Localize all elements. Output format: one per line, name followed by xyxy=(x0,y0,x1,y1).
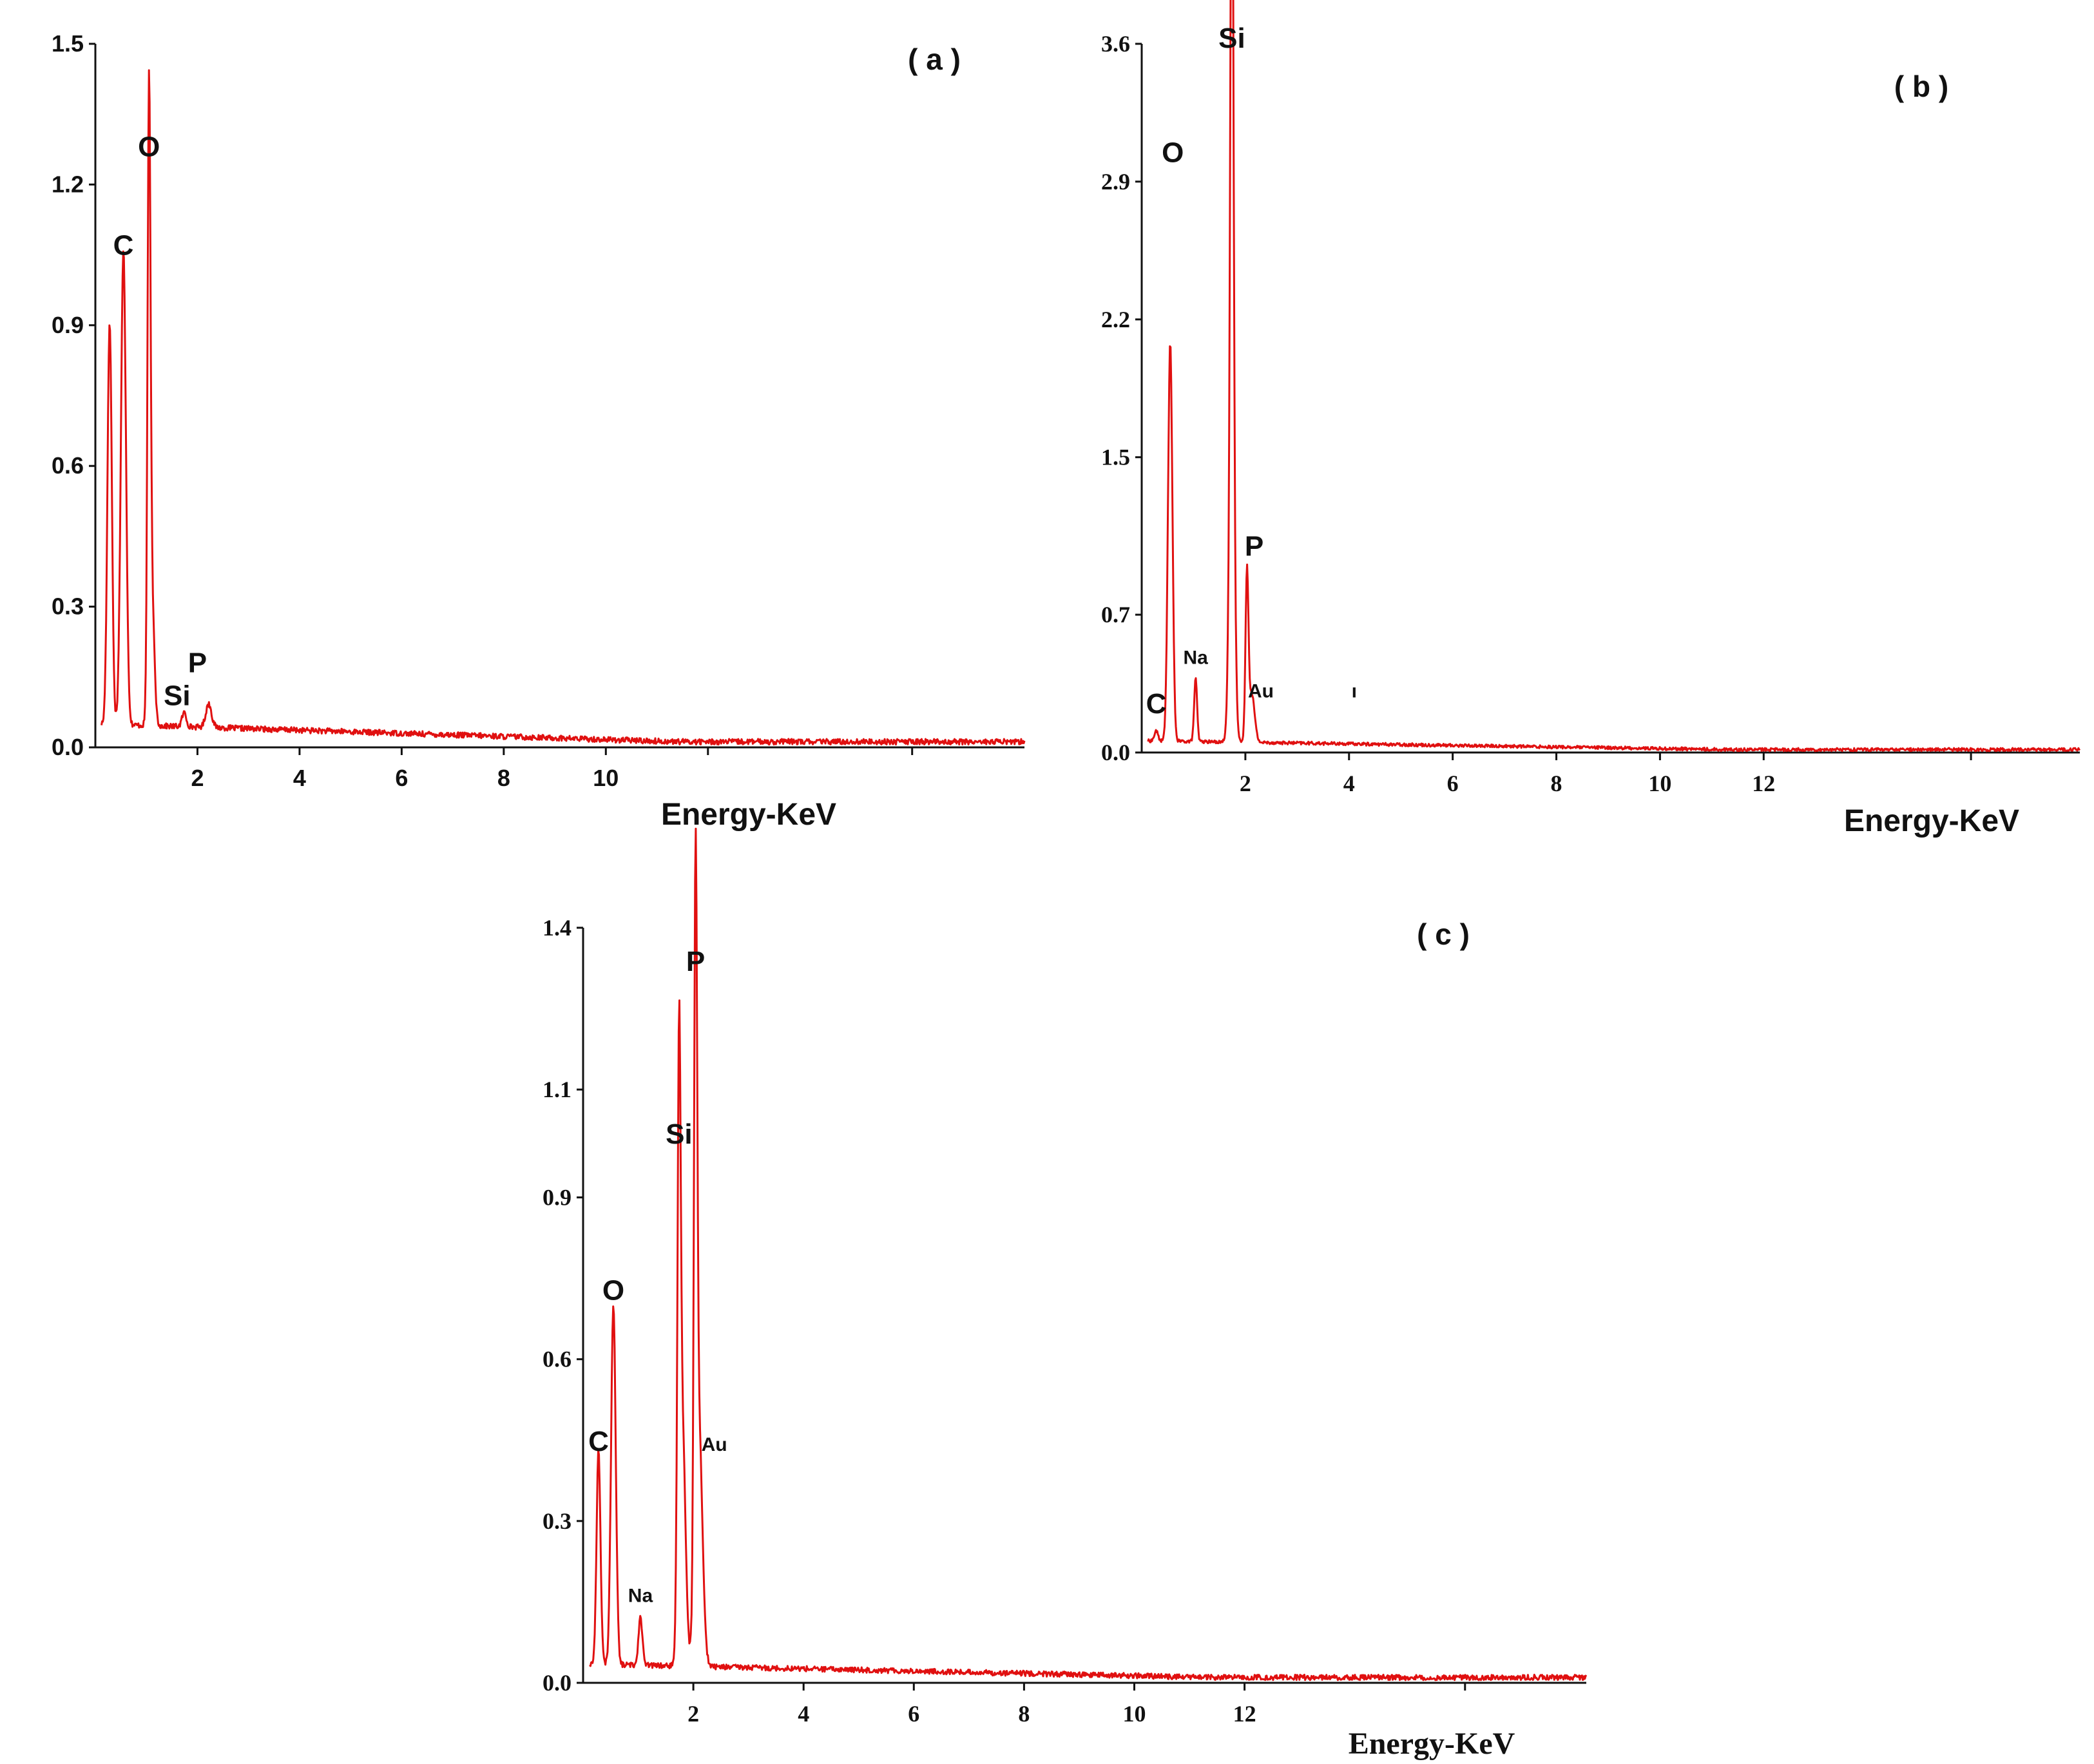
x-tick-label: 6 xyxy=(1447,771,1459,796)
x-tick-label: 2 xyxy=(687,1701,699,1727)
peak-label: Si xyxy=(164,680,191,711)
x-tick-label: 8 xyxy=(1018,1701,1030,1727)
x-tick-label: 12 xyxy=(1752,771,1775,796)
peak-label: Si xyxy=(666,1118,693,1150)
panel-label: ( c ) xyxy=(1417,917,1470,951)
x-axis-label: Energy-KeV xyxy=(661,798,836,832)
y-tick-label: 0.3 xyxy=(543,1508,572,1534)
y-tick-label: 2.9 xyxy=(1101,169,1130,195)
peak-label: O xyxy=(602,1275,624,1307)
x-tick-label: 6 xyxy=(908,1701,919,1727)
peak-label: C xyxy=(113,230,134,262)
peak-label: C xyxy=(1146,688,1167,720)
x-tick-label: 4 xyxy=(798,1701,809,1727)
y-tick-label: 0.0 xyxy=(1101,740,1130,765)
x-tick-label: 4 xyxy=(293,765,306,791)
peak-label: ı xyxy=(1352,680,1357,702)
peak-label: Na xyxy=(628,1585,653,1606)
y-tick-label: 0.9 xyxy=(543,1185,572,1211)
y-tick-label: 3.6 xyxy=(1101,31,1130,57)
x-tick-label: 2 xyxy=(191,765,204,791)
spectrum-line xyxy=(1147,0,2081,753)
y-tick-label: 1.5 xyxy=(52,30,84,57)
peak-label: Au xyxy=(702,1434,727,1455)
x-tick-label: 10 xyxy=(593,765,619,791)
y-tick-label: 0.6 xyxy=(52,452,84,479)
x-axis-label: Energy-KeV xyxy=(1349,1727,1515,1761)
y-tick-label: 0.0 xyxy=(52,734,84,760)
x-tick-label: 10 xyxy=(1122,1701,1146,1727)
x-tick-label: 2 xyxy=(1240,771,1251,796)
peak-label: P xyxy=(188,647,207,679)
y-tick-label: 1.2 xyxy=(52,171,84,197)
panel-label: ( a ) xyxy=(908,43,961,76)
panel-label: ( b ) xyxy=(1894,70,1948,103)
chart-panel-c: 0.0 0.3 0.6 0.9 1.1 1.4 2 4 6 8 10 12 P Si O C Au Na Energ… xyxy=(543,827,1588,1761)
x-tick-label: 12 xyxy=(1233,1701,1256,1727)
x-tick-label: 4 xyxy=(1343,771,1355,796)
x-tick-label: 10 xyxy=(1648,771,1671,796)
peak-label: O xyxy=(1162,137,1184,168)
y-tick-label: 0.6 xyxy=(543,1347,572,1372)
peak-label: P xyxy=(1245,530,1263,562)
x-axis-label: Energy-KeV xyxy=(1844,804,2019,838)
x-tick-label: 8 xyxy=(1551,771,1562,796)
y-tick-label: 2.2 xyxy=(1101,307,1130,332)
chart-panel-b: 0.0 0.7 1.5 2.2 2.9 3.6 2 4 6 8 10 12 Si O P Na Au C ı Ener… xyxy=(1101,0,2081,838)
x-tick-label: 8 xyxy=(497,765,510,791)
y-tick-label: 0.9 xyxy=(52,312,84,338)
spectrum-line xyxy=(101,69,1026,746)
chart-panel-a: 0.0 0.3 0.6 0.9 1.2 1.5 2 4 6 8 10 O C PSi Energy-KeV (… xyxy=(52,30,1026,832)
peak-label: C xyxy=(588,1426,609,1457)
peak-label: P xyxy=(686,946,705,977)
y-tick-label: 1.1 xyxy=(543,1077,572,1102)
spectrum-line xyxy=(589,827,1588,1682)
peak-label: Na xyxy=(1183,647,1208,669)
y-tick-label: 0.0 xyxy=(543,1670,572,1696)
y-tick-label: 0.3 xyxy=(52,593,84,620)
y-tick-label: 1.5 xyxy=(1101,445,1130,470)
peak-label: Au xyxy=(1248,680,1274,702)
peak-label: Si xyxy=(1218,23,1245,54)
y-tick-label: 0.7 xyxy=(1101,602,1130,628)
x-tick-label: 6 xyxy=(395,765,408,791)
y-tick-label: 1.4 xyxy=(543,915,572,941)
peak-label: O xyxy=(138,131,160,163)
